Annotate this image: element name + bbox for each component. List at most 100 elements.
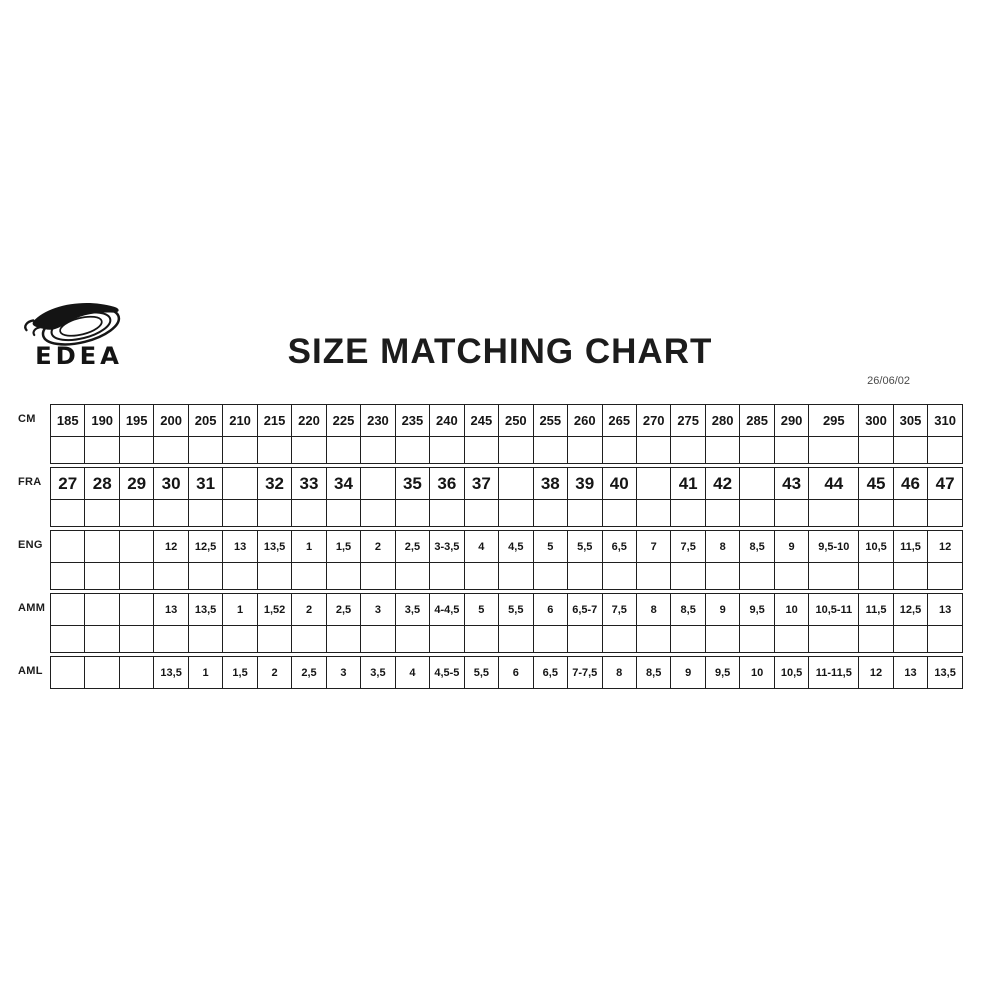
size-cell: 13	[222, 530, 258, 563]
size-cell: 8,5	[635, 656, 672, 689]
spacer-cell	[927, 499, 963, 527]
spacer-cell	[532, 499, 569, 527]
size-cell: 8	[635, 593, 672, 626]
size-cell: 1,52	[256, 593, 293, 626]
spacer-cell	[808, 436, 860, 464]
spacer-cell	[49, 499, 86, 527]
size-cell: 13,5	[187, 593, 224, 626]
edea-swoosh-icon: EDEA	[24, 302, 123, 370]
spacer-cell	[256, 625, 293, 653]
spacer-cell	[858, 562, 894, 590]
size-cell: 9,5	[704, 656, 741, 689]
size-cell: 30	[153, 467, 189, 500]
spacer-cell	[739, 499, 775, 527]
size-cell: 190	[84, 404, 120, 437]
size-cell	[118, 593, 155, 626]
size-cell: 2,5	[325, 593, 362, 626]
size-cell: 6,5-7	[567, 593, 603, 626]
size-cell: 12	[153, 530, 189, 563]
size-cell	[49, 593, 86, 626]
size-cell: 10	[739, 656, 775, 689]
row-label-amm: AMM	[18, 602, 46, 614]
size-cell: 12	[858, 656, 894, 689]
size-cell: 215	[256, 404, 293, 437]
size-cell: 36	[429, 467, 465, 500]
size-cell: 12,5	[892, 593, 929, 626]
size-cell: 5,5	[567, 530, 603, 563]
size-cell: 4	[463, 530, 500, 563]
spacer-cell	[153, 436, 189, 464]
spacer-cell	[222, 625, 258, 653]
size-cell: 280	[704, 404, 741, 437]
size-cell: 31	[187, 467, 224, 500]
spacer-cell	[532, 436, 569, 464]
spacer-cell	[153, 499, 189, 527]
spacer-cell	[118, 625, 155, 653]
size-cell: 6,5	[601, 530, 637, 563]
size-cell: 29	[118, 467, 155, 500]
size-cell: 43	[773, 467, 810, 500]
size-cell: 8	[704, 530, 741, 563]
spacer-cell	[739, 625, 775, 653]
spacer-cell	[532, 562, 569, 590]
spacer-cell	[394, 625, 431, 653]
spacer-cell	[670, 625, 706, 653]
size-cell: 9,5	[739, 593, 775, 626]
spacer-cell	[222, 436, 258, 464]
size-cell	[118, 656, 155, 689]
size-cell	[84, 530, 120, 563]
size-cell: 3-3,5	[429, 530, 465, 563]
size-cell	[635, 467, 672, 500]
size-cell: 7,5	[670, 530, 706, 563]
spacer-cell	[118, 499, 155, 527]
size-cell: 11,5	[858, 593, 894, 626]
spacer-cell	[601, 625, 637, 653]
size-row-table-amm: 13 13,5 1 1,52 2 2,5 3 3,5 4-4,5 5 5,5 6 6,5-7 7,5 8 8,…	[49, 593, 963, 653]
spacer-cell	[153, 625, 189, 653]
size-cell: 1,5	[325, 530, 362, 563]
size-cell: 33	[291, 467, 327, 500]
row-label-cm: CM	[18, 413, 36, 425]
size-cell: 3,5	[394, 593, 431, 626]
spacer-cell	[187, 436, 224, 464]
size-cell: 1,5	[222, 656, 258, 689]
size-band-fra: FRA 27 28 29 30 31 32 33 34 35 36 37 38 39 40 41 42 43 44 4…	[18, 467, 963, 527]
page-title: SIZE MATCHING CHART	[287, 332, 713, 371]
spacer-cell	[808, 562, 860, 590]
size-cell	[84, 593, 120, 626]
size-cell: 11-11,5	[808, 656, 860, 689]
size-cell: 8,5	[670, 593, 706, 626]
spacer-cell	[892, 499, 929, 527]
spacer-cell	[222, 499, 258, 527]
size-cell: 3,5	[360, 656, 396, 689]
size-cell: 10	[773, 593, 810, 626]
spacer-cell	[84, 562, 120, 590]
spacer-cell	[256, 436, 293, 464]
spacer-cell	[635, 562, 672, 590]
spacer-cell	[670, 499, 706, 527]
size-cell: 10,5	[858, 530, 894, 563]
size-cell: 220	[291, 404, 327, 437]
spacer-cell	[463, 499, 500, 527]
spacer-cell	[927, 436, 963, 464]
spacer-cell	[325, 625, 362, 653]
spacer-cell	[429, 436, 465, 464]
swoosh-wing	[32, 302, 119, 330]
size-matching-table: CM 185 190 195 200 205 210 215 220 225 230 235 240 24…	[18, 404, 963, 692]
size-cell: 300	[858, 404, 894, 437]
size-cell: 42	[704, 467, 741, 500]
size-cell: 9	[704, 593, 741, 626]
size-cell: 2	[291, 593, 327, 626]
size-cell: 12,5	[187, 530, 224, 563]
spacer-cell	[394, 562, 431, 590]
edea-wordmark: EDEA	[35, 341, 123, 370]
spacer-cell	[601, 499, 637, 527]
size-cell: 13,5	[256, 530, 293, 563]
size-cell: 39	[567, 467, 603, 500]
size-cell: 270	[635, 404, 672, 437]
spacer-cell	[49, 625, 86, 653]
size-cell: 27	[49, 467, 86, 500]
size-cell	[118, 530, 155, 563]
size-cell: 2	[256, 656, 293, 689]
size-cell: 7,5	[601, 593, 637, 626]
